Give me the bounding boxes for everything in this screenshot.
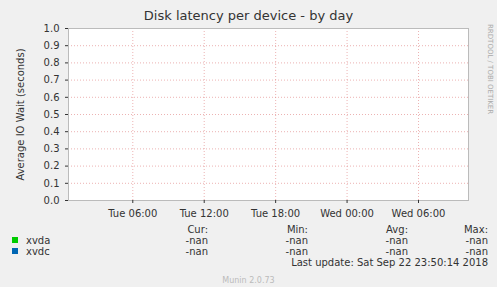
svg-text:0.9: 0.9 (44, 40, 60, 51)
html-text:-nan: -nan (385, 246, 408, 257)
svg-text:Tue 18:00: Tue 18:00 (250, 208, 300, 219)
svg-text:0.6: 0.6 (44, 92, 60, 103)
html-text:-nan: -nan (465, 235, 488, 246)
svg-text:0.2: 0.2 (44, 160, 60, 171)
svg-text:0.7: 0.7 (44, 74, 60, 85)
svg-text:0.8: 0.8 (44, 57, 60, 68)
svg-text:1.0: 1.0 (44, 24, 60, 34)
html-text:xvda: xvda (26, 235, 51, 246)
html-text:Munin 2.0.73: Munin 2.0.73 (222, 276, 275, 285)
html-text:Cur:: Cur: (187, 224, 208, 235)
html-text:-nan: -nan (185, 235, 208, 246)
svg-text:0.1: 0.1 (44, 178, 60, 189)
html-text:Max:: Max: (464, 224, 488, 235)
html-text:Last update: Sat Sep 22 23:50:: Last update: Sat Sep 22 23:50:14 2018 (291, 257, 488, 268)
html-text:xvdc: xvdc (26, 246, 50, 257)
svg-text:Wed 00:00: Wed 00:00 (320, 208, 374, 219)
svg-text:Average IO Wait (seconds): Average IO Wait (seconds) (15, 48, 26, 180)
svg-text:Wed 06:00: Wed 06:00 (392, 208, 446, 219)
svg-text:Tue 12:00: Tue 12:00 (179, 208, 229, 219)
svg-text:0.0: 0.0 (44, 195, 60, 206)
html-text:-nan: -nan (465, 246, 488, 257)
svg-text:0.3: 0.3 (44, 143, 60, 154)
svg-text:0.5: 0.5 (44, 109, 60, 120)
svg-text:Tue 06:00: Tue 06:00 (107, 208, 157, 219)
html-text:Disk latency per device - by d: Disk latency per device - by day (143, 8, 354, 23)
html-text:-nan: -nan (185, 246, 208, 257)
html-text:-nan: -nan (385, 235, 408, 246)
html-text:-nan: -nan (285, 235, 308, 246)
html-text:RRDTOOL / TOBI OETIKER: RRDTOOL / TOBI OETIKER (486, 24, 494, 115)
svg-text:0.4: 0.4 (44, 126, 60, 137)
html-text:Avg:: Avg: (386, 224, 408, 235)
html-text:Min:: Min: (286, 224, 308, 235)
html-text:-nan: -nan (285, 246, 308, 257)
